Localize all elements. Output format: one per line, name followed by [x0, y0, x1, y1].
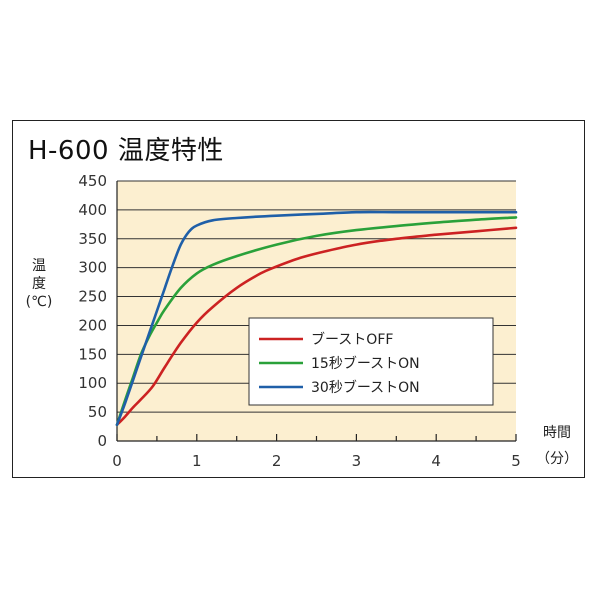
chart-title: H-600 温度特性	[28, 136, 224, 166]
axis-labels: 温度 (℃) 時間 （分）	[26, 258, 578, 467]
legend: ブーストOFF 15秒ブーストON 30秒ブーストON	[248, 317, 494, 406]
legend-label-2: 30秒ブーストON	[311, 379, 420, 396]
axes	[116, 181, 517, 442]
y-tick-label: 100	[78, 374, 107, 392]
y-axis-label: 度	[32, 276, 46, 292]
legend-label-1: 15秒ブーストON	[311, 355, 420, 372]
tick-labels: 0 50 100 150 200 250 300 350 400 450 0 1 2 3 4 5	[78, 172, 520, 470]
legend-label-0: ブーストOFF	[311, 331, 393, 348]
y-axis-label: (℃)	[26, 294, 53, 310]
x-tick-label: 2	[272, 452, 282, 470]
y-tick-label: 350	[78, 230, 107, 248]
y-tick-label: 400	[78, 201, 107, 219]
x-tick-label: 1	[192, 452, 202, 470]
y-tick-label: 300	[78, 259, 107, 277]
legend-box	[248, 317, 494, 406]
x-axis-label: 時間	[543, 425, 571, 441]
y-axis-label: 温	[32, 258, 46, 274]
x-tick-label: 4	[431, 452, 441, 470]
series-line-2	[115, 210, 518, 427]
x-axis-label: （分）	[536, 451, 578, 467]
y-tick-label: 450	[78, 172, 107, 190]
y-tick-label: 0	[97, 432, 107, 450]
x-tick-label: 0	[112, 452, 122, 470]
y-tick-label: 50	[88, 403, 107, 421]
y-tick-label: 250	[78, 288, 107, 306]
y-tick-label: 200	[78, 316, 107, 334]
series-line-0	[115, 226, 518, 427]
x-tick-label: 5	[511, 452, 521, 470]
x-tick-label: 3	[352, 452, 362, 470]
series-lines	[115, 210, 518, 427]
y-tick-label: 150	[78, 345, 107, 363]
